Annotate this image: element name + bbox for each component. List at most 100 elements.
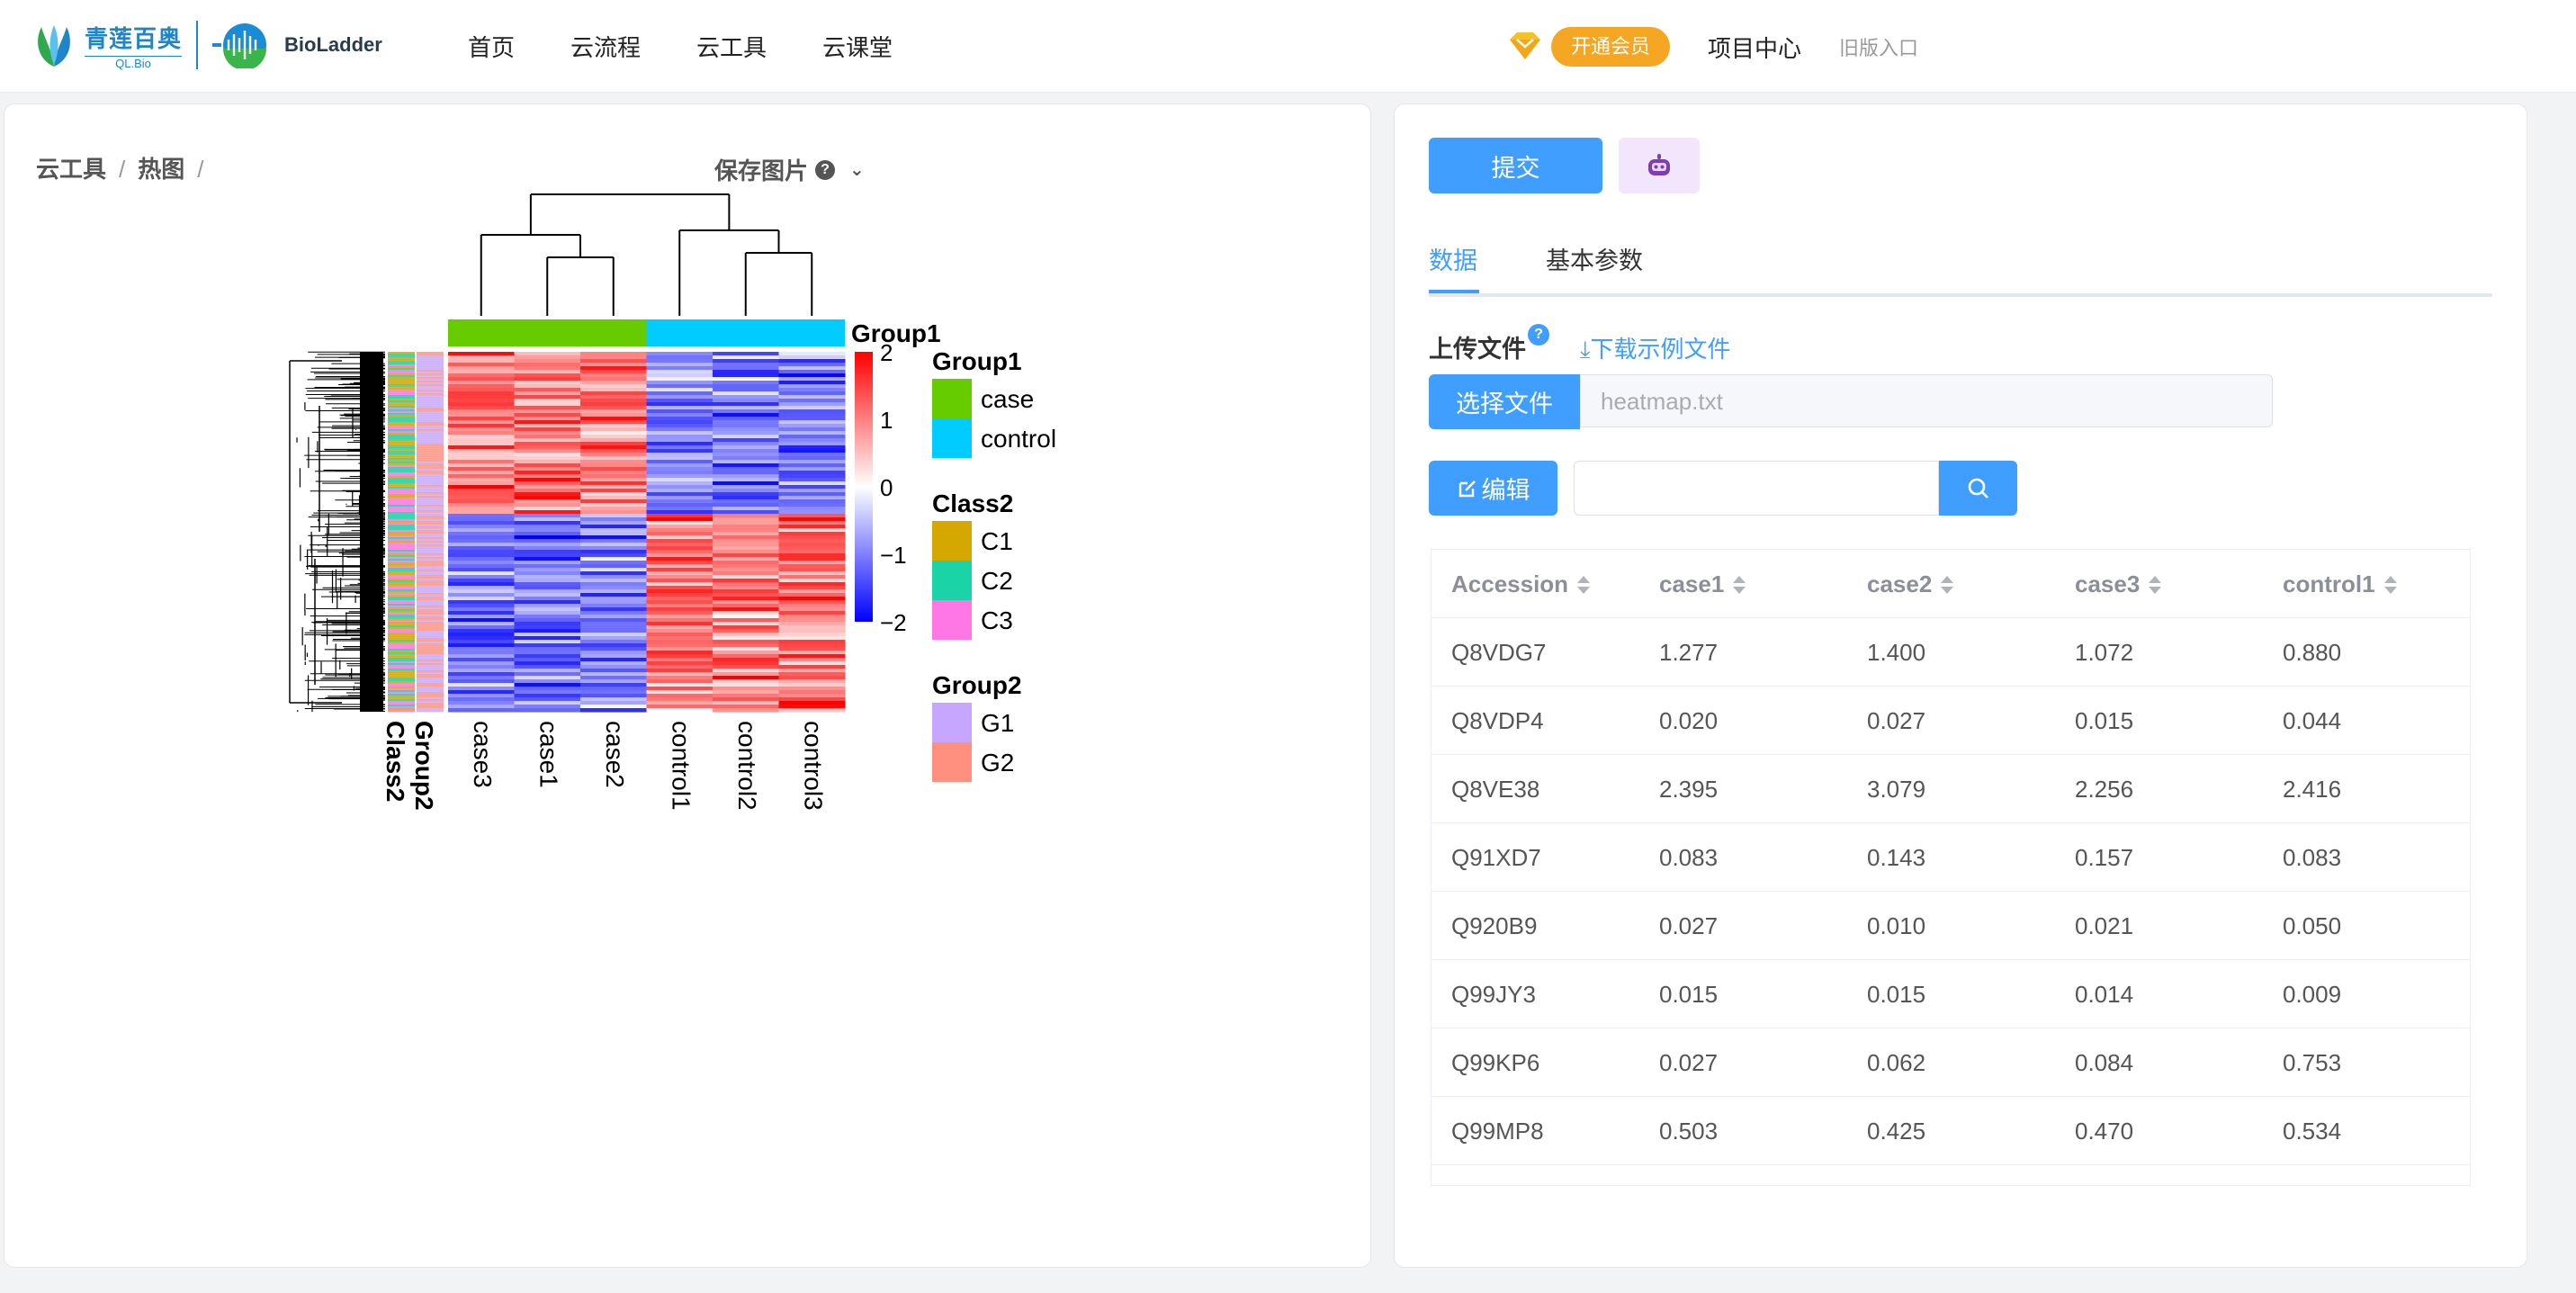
table-row[interactable]: Q8VDP4 0.020 0.027 0.015 0.044: [1432, 687, 2470, 755]
table-row[interactable]: Q920B9 0.027 0.010 0.021 0.050: [1432, 892, 2470, 960]
table-row[interactable]: Q99KP6 0.027 0.062 0.084 0.753: [1432, 1028, 2470, 1097]
heatmap-cell: [646, 579, 714, 583]
heatmap-cell: [448, 546, 515, 551]
heatmap-cell: [646, 607, 714, 612]
heatmap-cell: [514, 683, 581, 687]
class2-cell: [388, 393, 415, 396]
heatmap-cell: [448, 384, 515, 389]
column-header-case3[interactable]: case3: [2075, 550, 2162, 618]
column-header-case1[interactable]: case1: [1659, 550, 1746, 618]
help-icon[interactable]: ?: [815, 159, 836, 180]
heatmap-cell: [646, 672, 714, 677]
sort-icon[interactable]: [2149, 574, 2162, 597]
heatmap-cell: [580, 557, 647, 561]
download-example-link[interactable]: ⤓下载示例文件: [1580, 331, 1731, 364]
column-header-case2[interactable]: case2: [1867, 550, 1954, 618]
nav-cloud-classroom[interactable]: 云课堂: [822, 33, 893, 61]
column-header-label: case2: [1867, 570, 1933, 597]
row-annotation-bars: [388, 352, 444, 713]
heatmap-cell: [778, 507, 846, 511]
main-nav: 首页 云流程 云工具 云课堂: [468, 0, 948, 92]
group2-cell: [417, 701, 444, 704]
table-row[interactable]: Q8VDG7 1.277 1.400 1.072 0.880: [1432, 618, 2470, 687]
class2-cell: [388, 352, 415, 355]
heatmap-cell: [448, 420, 515, 425]
choose-file-button[interactable]: 选择文件: [1429, 374, 1580, 429]
heatmap-cell: [713, 543, 779, 547]
tab-basic-params[interactable]: 基本参数: [1546, 247, 1643, 274]
heatmap-cell: [778, 697, 846, 702]
save-image-dropdown[interactable]: 保存图片 ? ⌄: [714, 153, 865, 186]
class2-cell: [388, 440, 415, 443]
class2-cell: [388, 375, 415, 378]
group2-cell: [417, 661, 444, 664]
edit-button[interactable]: 编辑: [1429, 461, 1557, 516]
old-version-link[interactable]: 旧版入口: [1839, 37, 1919, 59]
group2-cell: [417, 595, 444, 597]
heatmap-cell: [514, 697, 581, 702]
table-cell: Q8VDG7: [1451, 639, 1547, 666]
heatmap-cell: [580, 424, 647, 428]
heatmap-cell: [514, 427, 581, 432]
heatmap-cell: [448, 517, 515, 522]
search-input[interactable]: [1574, 461, 1939, 516]
column-label: control2: [733, 721, 761, 811]
heatmap-cell: [448, 478, 515, 482]
group2-cell: [417, 375, 444, 378]
site-logo[interactable]: 青莲百奥 QL.Bio BioLadder: [29, 20, 382, 70]
heatmap-cell: [778, 694, 846, 698]
heatmap-cell: [580, 413, 647, 418]
nav-cloud-tools[interactable]: 云工具: [696, 33, 767, 61]
nav-home[interactable]: 首页: [468, 33, 516, 61]
class2-cell: [388, 692, 415, 695]
group2-cell: [417, 631, 444, 633]
class2-cell: [388, 463, 415, 466]
heatmap-cell: [646, 629, 714, 633]
table-row[interactable]: Q99MP8 0.503 0.425 0.470 0.534: [1432, 1097, 2470, 1165]
class2-cell: [388, 550, 415, 552]
nav-cloud-pipeline[interactable]: 云流程: [570, 33, 642, 61]
heatmap-cell: [448, 438, 515, 443]
file-name-field[interactable]: heatmap.txt: [1580, 374, 2273, 427]
heatmap-cell: [514, 471, 581, 475]
table-row[interactable]: Q99JY3 0.015 0.015 0.014 0.009: [1432, 960, 2470, 1028]
class2-cell: [388, 535, 415, 538]
table-cell: 0.014: [2075, 981, 2134, 1008]
group2-cell: [417, 634, 444, 637]
table-row[interactable]: Q91XD7 0.083 0.143 0.157 0.083: [1432, 823, 2470, 892]
heatmap-cell: [448, 409, 515, 414]
column-header-control1[interactable]: control1: [2283, 550, 2397, 618]
robot-assistant-button[interactable]: [1619, 138, 1700, 193]
breadcrumb-cloud-tools[interactable]: 云工具: [36, 156, 107, 183]
sort-icon[interactable]: [1733, 574, 1746, 597]
heatmap-cell: [580, 593, 647, 597]
group2-cell: [417, 649, 444, 651]
group2-cell: [417, 688, 444, 691]
tab-data[interactable]: 数据: [1429, 241, 1479, 293]
heatmap-cell: [580, 694, 647, 698]
project-center-link[interactable]: 项目中心: [1708, 34, 1802, 62]
sort-icon[interactable]: [1941, 574, 1954, 597]
heatmap-cell: [448, 463, 515, 468]
heatmap-cell: [778, 485, 846, 489]
heatmap-cell: [448, 381, 515, 385]
sort-icon[interactable]: [1577, 574, 1591, 597]
table-row[interactable]: Q8VE38 2.395 3.079 2.256 2.416: [1432, 755, 2470, 823]
breadcrumb-heatmap[interactable]: 热图: [138, 156, 185, 183]
class2-cell: [388, 694, 415, 696]
heatmap-cell: [514, 355, 581, 360]
column-header-accession[interactable]: Accession: [1451, 550, 1591, 618]
search-button[interactable]: [1939, 461, 2017, 516]
group2-cell: [417, 505, 444, 507]
class2-cell: [388, 672, 415, 675]
table-cell: Q99MP8: [1451, 1118, 1544, 1145]
vip-button[interactable]: 开通会员: [1551, 27, 1671, 67]
group2-cell: [417, 692, 444, 695]
heatmap-cell: [448, 687, 515, 691]
help-icon[interactable]: ?: [1528, 324, 1549, 346]
group2-cell: [417, 694, 444, 696]
group2-cell: [417, 564, 444, 567]
sort-icon[interactable]: [2383, 574, 2397, 597]
heatmap-cell: [713, 532, 779, 536]
submit-button[interactable]: 提交: [1429, 138, 1602, 193]
